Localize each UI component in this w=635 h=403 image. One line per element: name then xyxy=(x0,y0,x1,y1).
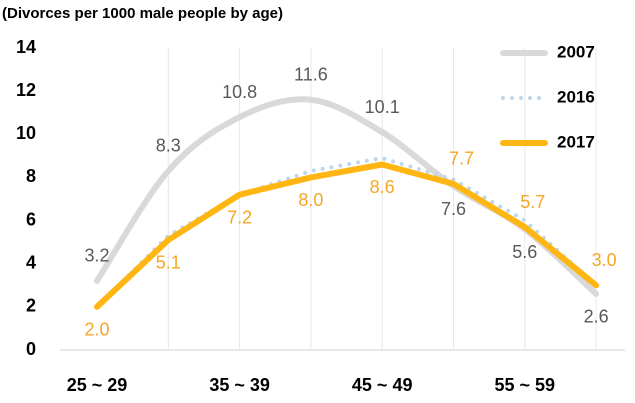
data-label: 8.3 xyxy=(156,136,181,156)
series-line xyxy=(94,161,600,310)
chart-title: (Divorces per 1000 male people by age) xyxy=(2,5,283,22)
y-tick-label: 14 xyxy=(16,37,36,57)
data-label: 5.7 xyxy=(520,192,545,212)
data-label: 11.6 xyxy=(294,65,328,85)
data-label: 10.1 xyxy=(365,97,400,117)
x-tick-label: 55 ~ 59 xyxy=(495,375,556,395)
data-label: 2.0 xyxy=(84,320,109,340)
y-tick-label: 12 xyxy=(16,80,36,100)
y-tick-label: 6 xyxy=(26,209,36,229)
data-label: 7.2 xyxy=(227,207,252,227)
data-label: 10.8 xyxy=(222,82,257,102)
y-tick-label: 10 xyxy=(16,123,36,143)
y-tick-label: 0 xyxy=(26,339,36,359)
legend-label: 2007 xyxy=(557,42,595,61)
data-label: 8.0 xyxy=(298,190,323,210)
data-label: 7.7 xyxy=(449,149,474,169)
x-tick-label: 35 ~ 39 xyxy=(209,375,270,395)
x-tick-label: 45 ~ 49 xyxy=(352,375,413,395)
data-label: 7.6 xyxy=(441,199,466,219)
legend-label: 2016 xyxy=(557,87,595,106)
legend-label: 2017 xyxy=(557,132,595,151)
data-label: 5.6 xyxy=(512,242,537,262)
y-tick-label: 8 xyxy=(26,166,36,186)
data-label: 3.0 xyxy=(592,250,617,270)
data-label: 8.6 xyxy=(370,177,395,197)
x-tick-label: 25 ~ 29 xyxy=(67,375,128,395)
y-tick-label: 2 xyxy=(26,296,36,316)
data-label: 5.1 xyxy=(156,253,181,273)
data-label: 2.6 xyxy=(584,307,609,327)
data-label: 3.2 xyxy=(84,246,109,266)
y-tick-label: 4 xyxy=(26,252,36,272)
series-line xyxy=(95,156,599,309)
